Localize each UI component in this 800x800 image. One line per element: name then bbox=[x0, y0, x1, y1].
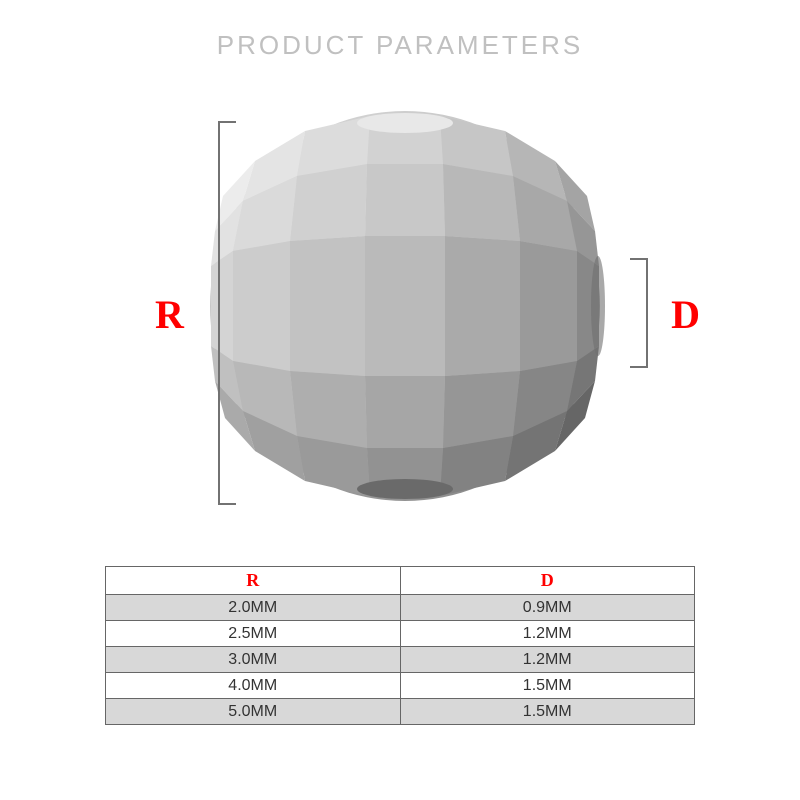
table-row: 3.0MM1.2MM bbox=[106, 647, 695, 673]
bead-illustration bbox=[205, 106, 605, 506]
table-cell: 1.2MM bbox=[400, 621, 695, 647]
dimension-label-d: D bbox=[671, 291, 700, 338]
table-row: 2.0MM0.9MM bbox=[106, 595, 695, 621]
table-row: 5.0MM1.5MM bbox=[106, 699, 695, 725]
table-cell: 5.0MM bbox=[106, 699, 401, 725]
dimension-bracket-d bbox=[630, 258, 648, 368]
table-cell: 1.5MM bbox=[400, 699, 695, 725]
table-cell: 1.5MM bbox=[400, 673, 695, 699]
column-header-d: D bbox=[400, 567, 695, 595]
dimension-bracket-r bbox=[218, 121, 236, 505]
table-cell: 0.9MM bbox=[400, 595, 695, 621]
table-cell: 2.0MM bbox=[106, 595, 401, 621]
table-row: 4.0MM1.5MM bbox=[106, 673, 695, 699]
page-title: PRODUCT PARAMETERS bbox=[217, 30, 584, 61]
table-cell: 1.2MM bbox=[400, 647, 695, 673]
table-cell: 3.0MM bbox=[106, 647, 401, 673]
parameters-table: R D 2.0MM0.9MM2.5MM1.2MM3.0MM1.2MM4.0MM1… bbox=[105, 566, 695, 725]
column-header-r: R bbox=[106, 567, 401, 595]
table-cell: 2.5MM bbox=[106, 621, 401, 647]
table-cell: 4.0MM bbox=[106, 673, 401, 699]
dimension-label-r: R bbox=[155, 291, 184, 338]
product-diagram: R D bbox=[90, 96, 710, 536]
parameters-table-container: R D 2.0MM0.9MM2.5MM1.2MM3.0MM1.2MM4.0MM1… bbox=[105, 566, 695, 725]
table-row: 2.5MM1.2MM bbox=[106, 621, 695, 647]
table-header-row: R D bbox=[106, 567, 695, 595]
